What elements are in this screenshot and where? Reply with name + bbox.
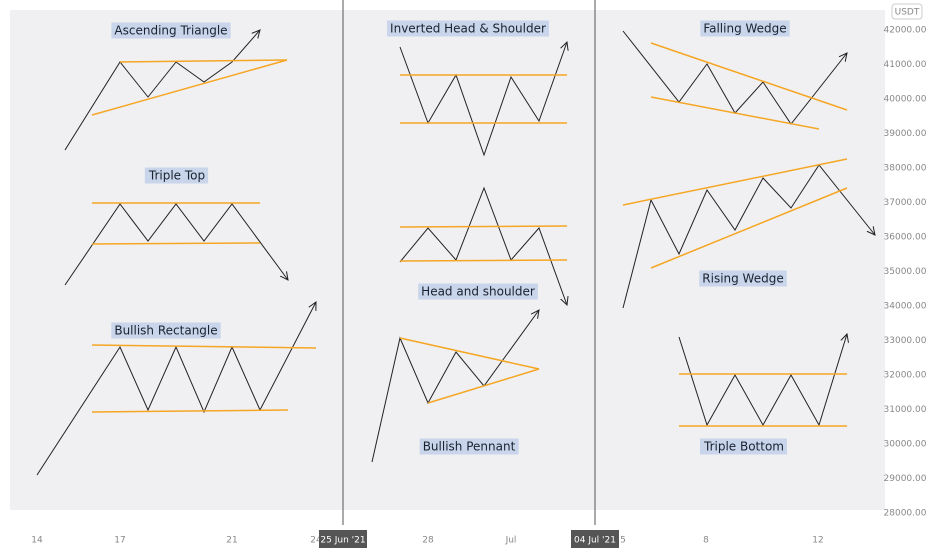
x-tick-label: 21 <box>226 536 237 546</box>
label-bg <box>111 22 231 39</box>
x-tick-label: 24 <box>310 536 322 546</box>
pattern-label: Bullish Rectangle <box>114 324 217 338</box>
y-tick-label: 42000.00 <box>884 26 927 36</box>
x-tick-label: 5 <box>620 536 626 546</box>
y-tick-label: 35000.00 <box>884 267 927 277</box>
y-tick-label: 36000.00 <box>884 233 927 243</box>
crosshair-label: 04 Jul '21 <box>574 536 616 546</box>
y-tick-label: 40000.00 <box>884 95 927 105</box>
pattern-label: Head and shoulder <box>421 285 535 299</box>
unit-box <box>891 3 923 20</box>
y-tick-label: 34000.00 <box>884 302 927 312</box>
y-tick-label: 30000.00 <box>884 440 927 450</box>
y-tick-label: 29000.00 <box>884 474 927 484</box>
x-tick-label: Jul <box>505 536 517 546</box>
y-tick-label: 31000.00 <box>884 405 927 415</box>
label-bg <box>700 20 790 37</box>
pattern-label: Inverted Head & Shoulder <box>390 22 546 36</box>
y-tick-label: 28000.00 <box>884 509 927 519</box>
label-bg <box>387 20 550 37</box>
x-tick-label: 8 <box>703 536 709 546</box>
pattern-label: Rising Wedge <box>702 272 783 286</box>
pattern-label: Triple Bottom <box>703 440 784 454</box>
drawings <box>36 30 875 476</box>
crosshair-box <box>571 530 619 548</box>
y-tick-label: 37000.00 <box>884 198 927 208</box>
x-tick-label: 14 <box>31 536 43 546</box>
y-tick-label: 33000.00 <box>884 336 927 346</box>
unit: USDT <box>895 8 920 18</box>
label-bg <box>699 270 787 287</box>
label-bg <box>700 438 787 455</box>
pattern-label: Falling Wedge <box>703 22 786 36</box>
label-bg <box>418 283 538 300</box>
x-tick-label: 28 <box>422 536 434 546</box>
label-bg <box>419 438 519 455</box>
crosshair-label: 25 Jun '21 <box>320 536 365 546</box>
pattern-label: Bullish Pennant <box>423 440 516 454</box>
label-bg <box>111 322 221 339</box>
label-bg <box>144 167 209 184</box>
x-tick-label: 17 <box>114 536 125 546</box>
y-tick-label: 32000.00 <box>884 371 927 381</box>
y-tick-label: 39000.00 <box>884 129 927 139</box>
crosshair-box <box>319 530 367 548</box>
y-tick-label: 41000.00 <box>884 60 927 70</box>
pattern-label: Ascending Triangle <box>114 24 227 38</box>
pattern-label: Triple Top <box>148 169 205 183</box>
y-tick-label: 38000.00 <box>884 164 927 174</box>
x-tick-label: 12 <box>812 536 823 546</box>
